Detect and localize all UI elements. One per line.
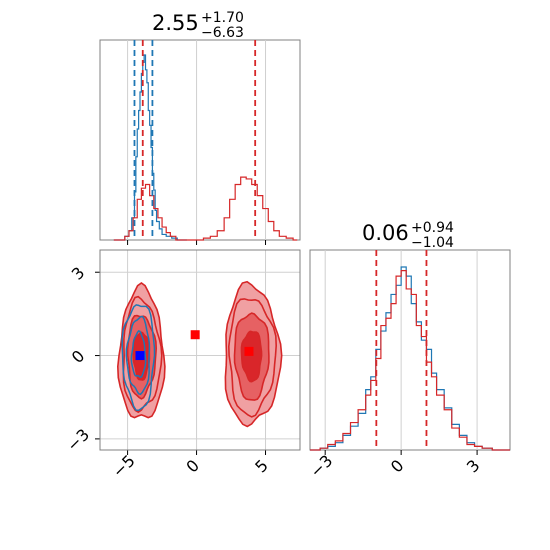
histograms <box>113 54 298 241</box>
x-tick-label: 5 <box>251 456 272 477</box>
histogram-red <box>310 270 510 451</box>
contour-red-level-4 <box>240 330 263 383</box>
x-tick-labels: −3 0 3 <box>306 451 483 481</box>
x-tick-label: 0 <box>182 456 203 477</box>
y-tick-label: 0 <box>68 346 89 367</box>
quantile-lines <box>375 250 428 450</box>
panel-title-lower: −1.04 <box>411 235 454 251</box>
x-tick-label: 3 <box>463 456 484 477</box>
panel-frame <box>309 249 511 451</box>
quantile-lines <box>133 40 257 240</box>
y-tick-label: 3 <box>68 263 89 284</box>
y-tick-labels: −3 0 3 <box>63 263 93 455</box>
marginal-panel-param-1: 2.55 +1.70 −6.63 <box>99 10 301 245</box>
x-tick-label: −5 <box>109 451 139 481</box>
panel-title-value: 2.55 <box>152 11 199 35</box>
histogram-blue <box>113 54 187 241</box>
panel-title-value: 0.06 <box>362 221 409 245</box>
y-tick-label: −3 <box>63 425 93 455</box>
contour-blue-level-1 <box>121 304 156 412</box>
x-tick-labels: −5 0 5 <box>109 451 272 481</box>
joint-panel: −5 0 5 −3 0 3 <box>63 249 301 481</box>
panel-title-upper: +1.70 <box>201 10 244 26</box>
panel-frame <box>99 249 301 451</box>
contour-blue-level-3 <box>130 330 147 379</box>
x-tick-label: −3 <box>306 451 336 481</box>
contour-blue-level-2 <box>125 315 151 396</box>
x-tick-label: 0 <box>387 456 408 477</box>
marker-marker_red <box>190 330 200 340</box>
gridlines <box>127 40 267 245</box>
marker-marker_red <box>244 346 254 356</box>
panel-title-lower: −6.63 <box>201 25 244 41</box>
histogram-red <box>113 176 298 241</box>
markers <box>135 330 254 361</box>
panel-frame <box>99 39 301 241</box>
histograms <box>310 266 510 451</box>
marker-marker_blue <box>135 351 145 361</box>
marginal-panel-param-2: 0.06 +0.94 −1.04 −3 0 3 <box>306 220 511 481</box>
panel-title-upper: +0.94 <box>411 220 454 236</box>
